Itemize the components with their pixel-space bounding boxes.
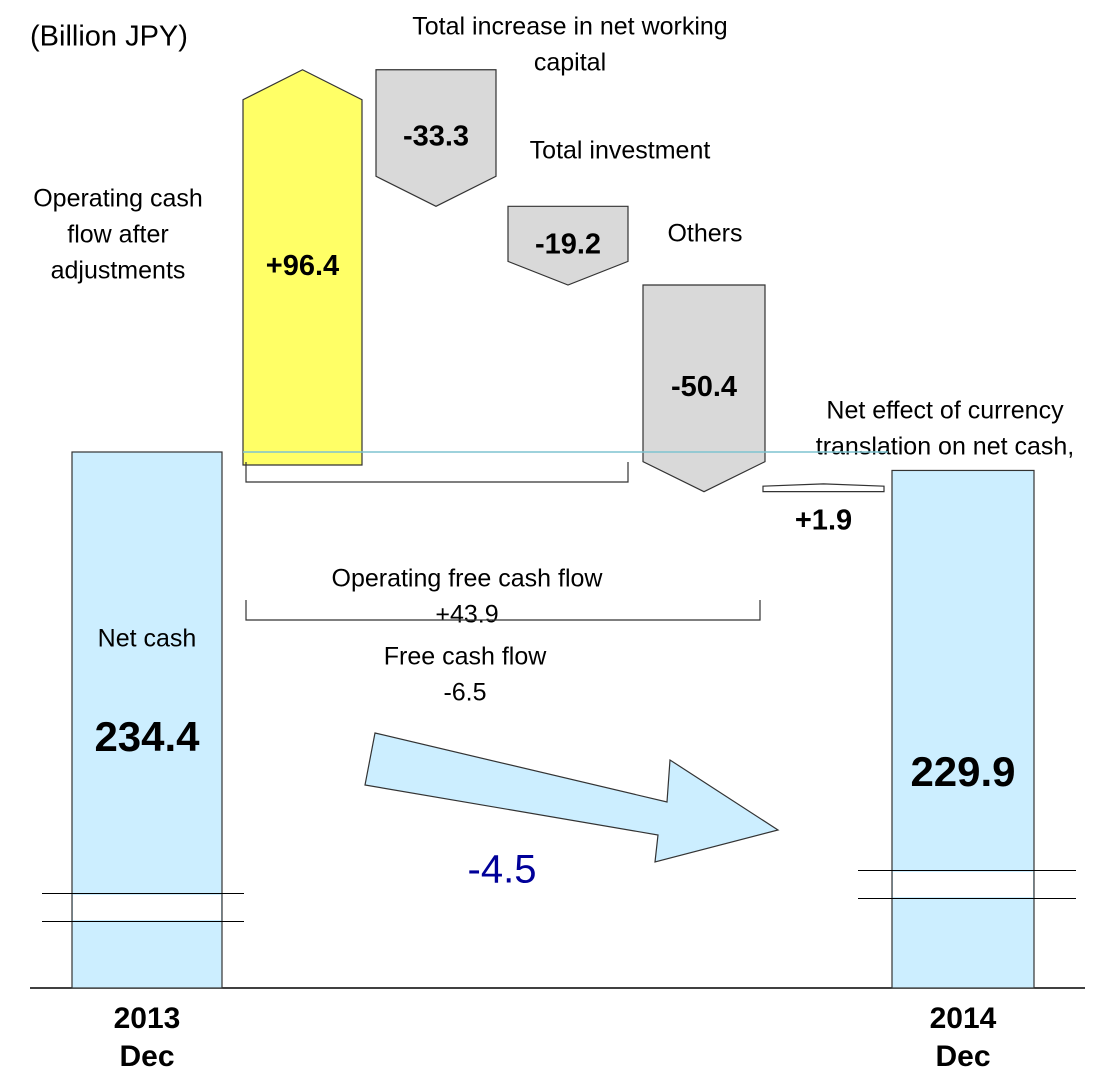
axis-break-fill — [73, 895, 221, 920]
axis-break-gap — [42, 893, 244, 894]
axis-break-gap — [858, 870, 1076, 871]
total-name: Net cash — [98, 625, 197, 653]
total-bar — [891, 469, 1035, 989]
value-label: -50.4 — [671, 371, 737, 403]
value-label: +96.4 — [266, 250, 339, 282]
total-value: 234.4 — [94, 713, 200, 760]
step-arrow — [242, 69, 363, 466]
step-name: Total increase in net working — [412, 13, 727, 41]
bracket-name: Operating free cash flow — [332, 565, 604, 593]
step-name: translation on net cash, — [816, 433, 1075, 461]
axis-break-fill — [893, 872, 1033, 897]
value-label: -33.3 — [403, 121, 469, 153]
bracket-name: Free cash flow — [384, 643, 548, 671]
bracket-value: +43.9 — [435, 601, 498, 629]
step-arrow — [762, 483, 885, 493]
value-label: +1.9 — [795, 504, 852, 536]
bracket-value: -6.5 — [443, 679, 486, 707]
category-label: Dec — [119, 1040, 174, 1073]
category-label: 2013 — [114, 1002, 181, 1035]
step-name: flow after — [67, 221, 168, 249]
step-arrow — [507, 205, 629, 286]
step-name: adjustments — [51, 257, 186, 285]
category-label: Dec — [935, 1040, 990, 1073]
category-label: 2014 — [930, 1002, 997, 1035]
axis-break-gap — [42, 921, 244, 922]
axis-break-gap — [858, 898, 1076, 899]
step-arrow — [642, 284, 766, 493]
total-value: 229.9 — [910, 748, 1015, 795]
step-name: Others — [667, 220, 742, 248]
unit-label: (Billion JPY) — [30, 21, 188, 53]
value-label: -19.2 — [535, 228, 601, 260]
bracket — [245, 600, 761, 621]
change-label: -4.5 — [468, 848, 537, 892]
bracket — [245, 462, 629, 483]
step-arrow — [375, 69, 497, 207]
step-name: Net effect of currency — [826, 397, 1064, 425]
step-name: capital — [534, 49, 606, 77]
step-name: Total investment — [530, 137, 711, 165]
step-name: Operating cash — [33, 185, 203, 213]
change-arrow — [364, 732, 780, 863]
